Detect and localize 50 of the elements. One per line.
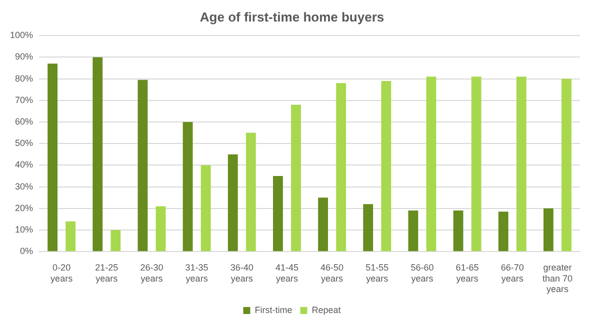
bar	[498, 212, 508, 252]
y-tick-label: 50%	[15, 138, 34, 148]
bar	[200, 165, 211, 252]
bar	[138, 80, 148, 252]
y-tick-label: 10%	[15, 224, 34, 234]
x-tick-label: 56-60 years	[410, 262, 434, 284]
x-tick-label: 26-30 years	[140, 262, 164, 284]
bar	[471, 76, 482, 252]
x-tick-label: 51-55 years	[366, 262, 389, 284]
y-tick-label: 70%	[15, 94, 34, 105]
x-tick-label: greater than 70 years	[542, 262, 572, 294]
x-tick-label: 31-35 years	[185, 262, 208, 284]
bar	[408, 210, 418, 252]
bar	[66, 221, 76, 252]
y-tick-label: 90%	[15, 52, 34, 62]
y-tick-label: 80%	[15, 73, 34, 84]
bar	[363, 204, 374, 252]
bar	[182, 122, 193, 252]
bar	[291, 104, 301, 252]
x-tick-label: 36-40 years	[230, 262, 254, 284]
y-tick-label: 20%	[15, 202, 34, 213]
x-tick-label: 0-20 years	[50, 262, 74, 284]
y-tick-label: 60%	[15, 116, 34, 126]
bar	[426, 76, 436, 252]
y-tick-label: 40%	[15, 160, 34, 170]
bar	[110, 230, 121, 252]
bar	[336, 83, 346, 252]
x-tick-label: 41-45 years	[275, 262, 298, 284]
bar	[381, 80, 392, 252]
bar	[543, 208, 554, 252]
bar	[156, 206, 166, 252]
bar	[562, 78, 572, 252]
legend-label: First-time	[254, 304, 292, 315]
bar	[228, 154, 238, 252]
bar	[246, 132, 256, 252]
chart-title: Age of first-time home buyers	[200, 9, 384, 24]
bar	[272, 176, 283, 252]
bar	[92, 57, 103, 252]
bar	[318, 198, 328, 252]
bar	[453, 210, 464, 252]
y-tick-label: 0%	[20, 246, 34, 256]
x-tick-label: 21-25 years	[95, 262, 118, 284]
x-tick-label: 46-50 years	[320, 262, 344, 284]
x-tick-label: 66-70 years	[500, 262, 524, 284]
y-tick-label: 30%	[15, 181, 34, 192]
legend-label: Repeat	[312, 304, 342, 315]
y-tick-label: 100%	[10, 30, 34, 40]
x-tick-label: 61-65 years	[456, 262, 479, 284]
bar	[48, 64, 58, 252]
bar	[516, 76, 526, 252]
